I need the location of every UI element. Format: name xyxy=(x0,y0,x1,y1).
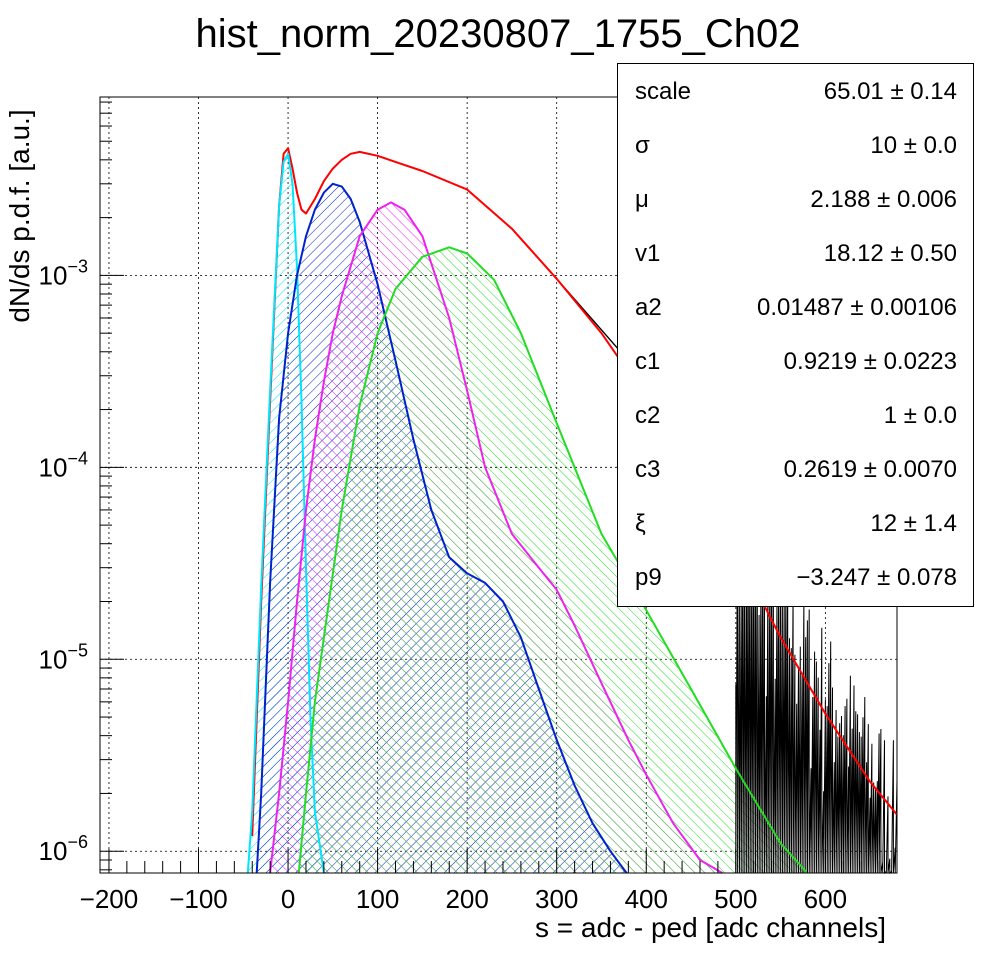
stat-row-c3: c3 0.2619 ± 0.0070 xyxy=(618,442,973,496)
fit-parameters-box: scale 65.01 ± 0.14 σ 10 ± 0.0 μ 2.188 ± … xyxy=(617,63,974,607)
stat-name: p9 xyxy=(635,564,662,591)
component-1-line xyxy=(255,182,628,874)
x-tick-label: 200 xyxy=(445,884,488,914)
component-3-line xyxy=(297,246,809,874)
stat-value: 18.12 ± 0.50 xyxy=(823,240,957,267)
x-axis-label: s = adc - ped [adc channels] xyxy=(535,912,886,943)
stat-row-mu: μ 2.188 ± 0.006 xyxy=(618,172,973,226)
x-tick-label: 100 xyxy=(356,884,399,914)
stat-row-c2: c2 1 ± 0.0 xyxy=(618,388,973,442)
stat-name: c1 xyxy=(635,348,661,375)
stat-value: 0.2619 ± 0.0070 xyxy=(783,456,957,483)
stat-value: 12 ± 1.4 xyxy=(870,510,957,537)
x-tick-label: 400 xyxy=(625,884,668,914)
stat-value: 0.01487 ± 0.00106 xyxy=(756,294,957,321)
stat-value: 10 ± 0.0 xyxy=(870,132,957,159)
y-tick-label: 10−6 xyxy=(39,832,88,866)
component-2-line xyxy=(269,201,723,874)
stat-value: 2.188 ± 0.006 xyxy=(810,186,957,213)
stat-row-a2: a2 0.01487 ± 0.00106 xyxy=(618,280,973,334)
stat-value: 0.9219 ± 0.0223 xyxy=(783,348,957,375)
stat-name: c2 xyxy=(635,402,661,429)
stat-row-scale: scale 65.01 ± 0.14 xyxy=(618,64,973,118)
stat-row-sigma: σ 10 ± 0.0 xyxy=(618,118,973,172)
stat-value: −3.247 ± 0.078 xyxy=(796,564,957,591)
stat-value: 65.01 ± 0.14 xyxy=(823,78,957,105)
x-tick-label: −200 xyxy=(80,884,139,914)
x-tick-label: 0 xyxy=(281,884,295,914)
stat-row-c1: c1 0.9219 ± 0.0223 xyxy=(618,334,973,388)
component-fills xyxy=(247,153,808,874)
stat-row-xi: ξ 12 ± 1.4 xyxy=(618,496,973,550)
stat-name: c3 xyxy=(635,456,661,483)
x-tick-label: 300 xyxy=(535,884,578,914)
y-tick-label: 10−3 xyxy=(39,256,88,290)
stat-name: ξ xyxy=(635,510,646,537)
x-tick-label: −100 xyxy=(169,884,228,914)
x-tick-label: 500 xyxy=(714,884,757,914)
stat-name: scale xyxy=(635,78,692,105)
y-axis-label: dN/ds p.d.f. [a.u.] xyxy=(4,109,35,323)
y-tick-label: 10−4 xyxy=(39,448,88,482)
stat-row-v1: v1 18.12 ± 0.50 xyxy=(618,226,973,280)
stat-name: v1 xyxy=(635,240,661,267)
component-3-fill xyxy=(298,247,808,874)
stat-name: a2 xyxy=(635,294,662,321)
stat-value: 1 ± 0.0 xyxy=(883,402,957,429)
stat-row-p9: p9 −3.247 ± 0.078 xyxy=(618,550,973,604)
stat-name: μ xyxy=(635,186,649,213)
y-tick-label: 10−5 xyxy=(39,640,88,674)
component-0-line xyxy=(246,152,325,874)
stat-name: σ xyxy=(635,132,650,159)
axes: −200 −100 0 100 200 300 400 500 600 10−6 10−5 10−4 1… xyxy=(39,96,898,914)
x-tick-label: 600 xyxy=(804,884,847,914)
chart-title: hist_norm_20230807_1755_Ch02 xyxy=(195,12,801,56)
